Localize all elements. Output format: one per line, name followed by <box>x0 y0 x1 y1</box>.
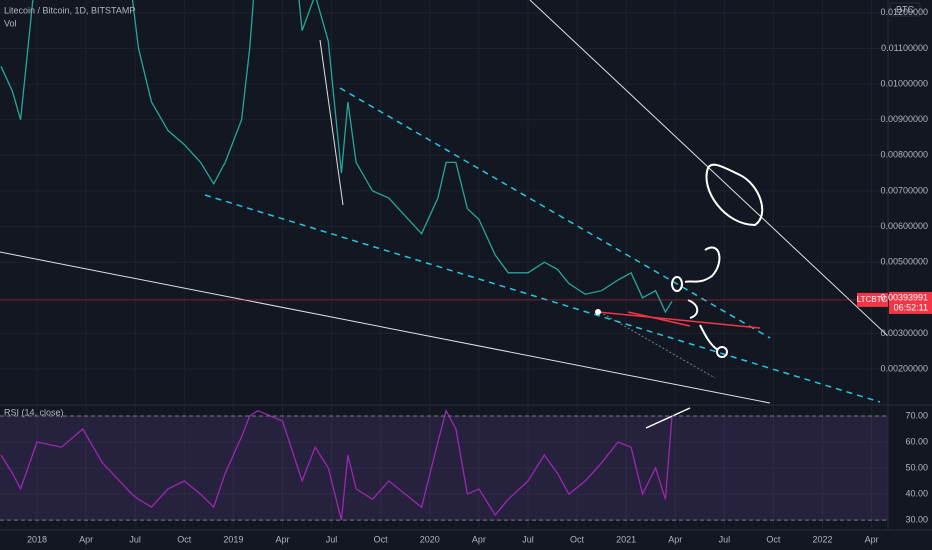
last-price-label: 0.00393991 <box>880 292 928 302</box>
x-tick-label: Apr <box>472 534 486 544</box>
x-tick-label: Oct <box>374 534 389 544</box>
y-tick-label: 0.01000000 <box>880 78 928 88</box>
y-tick-label: 0.00800000 <box>880 150 928 160</box>
x-tick-label: 2019 <box>223 534 243 544</box>
y-tick-label: 0.00200000 <box>880 363 928 373</box>
price-line <box>0 0 673 314</box>
price-line <box>0 408 673 521</box>
x-tick-label: 2021 <box>616 534 636 544</box>
volume-label: Vol <box>4 18 17 28</box>
y-tick-label: 0.01100000 <box>881 43 928 53</box>
trend-line <box>645 407 691 429</box>
rsi-title: RSI (14, close) <box>4 407 64 417</box>
y-tick-label: 30.00 <box>905 514 928 524</box>
x-tick-label: Apr <box>865 534 879 544</box>
y-tick-label: 60.00 <box>905 436 928 446</box>
y-tick-label: 40.00 <box>905 488 928 498</box>
hand-drawn-arrow <box>687 299 719 351</box>
chart-title: Litecoin / Bitcoin, 1D, BITSTAMP <box>4 5 135 15</box>
y-tick-label: 70.00 <box>905 410 928 420</box>
y-tick-label: 0.00600000 <box>880 221 928 231</box>
y-tick-label: 0.00700000 <box>880 185 928 195</box>
x-tick-label: 2018 <box>27 534 47 544</box>
x-tick-label: 2020 <box>420 534 440 544</box>
support-line <box>597 311 761 329</box>
symbol-box <box>857 292 888 307</box>
hand-drawn-circle <box>705 163 764 227</box>
x-tick-label: Jul <box>522 534 534 544</box>
point-marker <box>595 309 601 315</box>
x-tick-label: Jul <box>719 534 731 544</box>
hand-drawn-circle <box>716 346 728 358</box>
y-tick-label: 0.01200000 <box>880 7 928 17</box>
trend-line <box>319 39 344 206</box>
x-tick-label: Oct <box>766 534 781 544</box>
price-box <box>889 291 932 314</box>
x-tick-label: Jul <box>129 534 141 544</box>
countdown-label: 06:52:11 <box>894 302 928 312</box>
x-tick-label: Jul <box>326 534 338 544</box>
x-tick-label: Apr <box>668 534 682 544</box>
x-tick-label: 2022 <box>813 534 833 544</box>
symbol-label: LTCBTC <box>857 295 888 304</box>
y-tick-label: 50.00 <box>905 462 928 472</box>
y-tick-label: 0.00900000 <box>880 114 928 124</box>
hand-drawn-circle <box>671 276 683 292</box>
currency-box <box>889 2 921 17</box>
x-tick-label: Apr <box>79 534 93 544</box>
rsi-band <box>0 415 888 521</box>
channel-line <box>204 194 881 403</box>
x-tick-label: Oct <box>177 534 192 544</box>
x-tick-label: Oct <box>570 534 585 544</box>
hand-drawn-arrow <box>684 246 721 283</box>
channel-line <box>339 87 771 339</box>
y-tick-label: 0.00300000 <box>880 328 928 338</box>
trend-line <box>0 251 771 404</box>
support-line <box>627 311 691 327</box>
currency-label: BTC <box>896 4 915 14</box>
y-tick-label: 0.00500000 <box>880 257 928 267</box>
x-tick-label: Apr <box>275 534 289 544</box>
